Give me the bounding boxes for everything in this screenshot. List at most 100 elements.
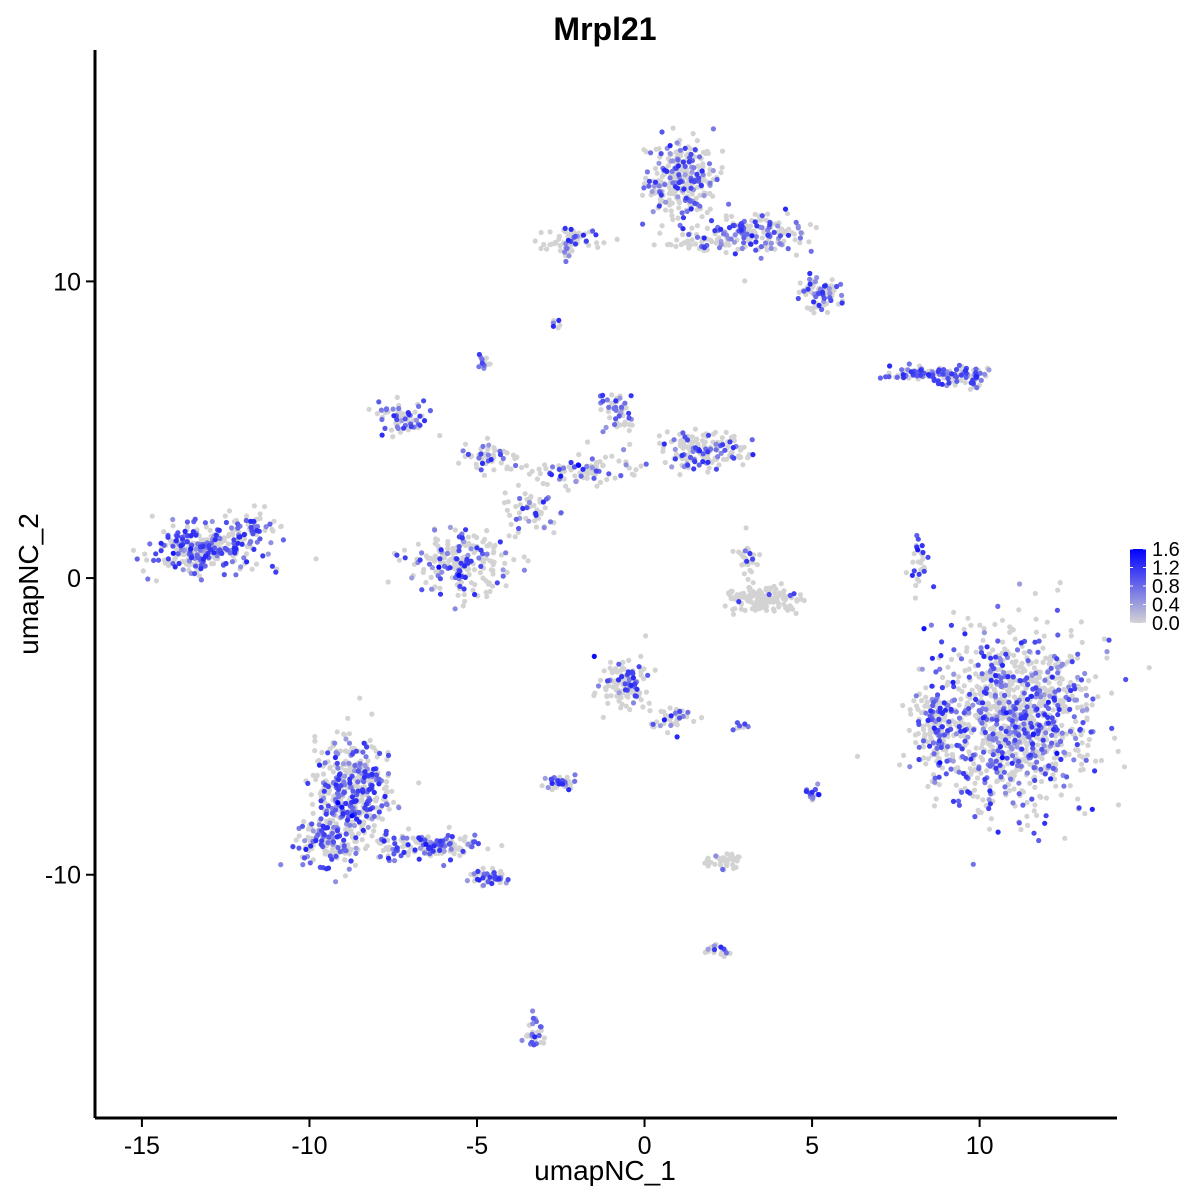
cell-point [778,581,784,587]
cell-point [735,246,741,252]
cell-point [585,439,591,445]
cell-point [819,306,825,313]
cell-point [235,521,241,527]
cell-point [696,462,702,468]
cell-point [1037,700,1043,706]
cell-point [607,665,613,671]
cell-point [1036,638,1042,644]
cell-point [1023,747,1029,753]
cell-point [971,727,977,733]
cell-point [271,518,277,524]
cell-point [993,679,999,685]
cell-point [1033,670,1039,676]
cell-point [1045,669,1051,675]
cell-point [953,709,959,715]
cell-point [593,232,599,238]
cell-point [170,523,176,529]
cell-point [293,837,299,843]
cell-point [711,943,718,949]
cell-point [625,669,632,675]
cell-point [310,828,316,834]
cell-point [394,394,400,400]
cell-point [659,223,665,229]
cell-point [962,379,968,386]
x-tick-label: 5 [805,1132,819,1160]
cell-point [953,731,960,737]
cell-point [1048,776,1054,782]
cell-point [697,192,703,198]
cell-point [731,857,737,863]
cell-point [1006,788,1013,794]
cell-point [485,846,491,852]
cell-point [466,571,472,578]
cell-point [550,464,556,470]
cell-point [471,567,478,573]
cell-point [938,653,944,659]
cell-point [622,681,628,687]
cell-point [1098,757,1104,764]
cell-point [993,765,999,771]
cell-point [1082,811,1088,817]
cell-point [1055,632,1061,638]
cell-point [198,577,204,583]
cell-point [355,775,361,781]
cell-point [1037,694,1044,700]
cell-point [956,652,962,658]
cell-point [915,547,921,553]
cell-point [564,245,570,251]
cell-point [419,550,425,556]
cell-point [999,617,1006,623]
cell-point [1083,685,1089,691]
cell-point [392,841,398,847]
cell-point [346,731,352,737]
cell-point [1038,794,1044,800]
cell-point [663,207,669,213]
cell-point [178,543,184,549]
cell-point [469,844,475,850]
cell-point [623,462,629,468]
cell-point [908,369,914,375]
color-legend-ticks: 1.61.20.80.40.0 [1130,539,1180,635]
legend-tick-label: 0.0 [1152,613,1180,635]
cell-point [1057,697,1063,703]
cell-point [280,537,286,543]
cell-point [313,556,319,562]
cell-point [1029,796,1035,802]
cell-point [1064,774,1070,780]
cell-point [614,682,620,688]
cell-point [427,408,433,414]
cell-point [465,841,471,847]
cell-point [367,806,373,812]
cell-point [908,711,914,717]
cell-point [1008,729,1014,736]
cell-point [980,637,986,643]
cell-point [718,170,724,176]
cell-point [1051,695,1057,701]
cell-point [1056,706,1062,713]
cell-point [1031,808,1037,814]
cell-point [938,744,944,751]
cell-point [394,552,400,558]
cell-point [452,563,458,569]
cell-point [1009,760,1015,766]
cell-point [384,789,390,795]
cell-point [671,437,677,443]
cell-point [490,865,496,872]
cell-point [492,873,498,880]
cell-point [987,784,993,790]
cell-point [1038,778,1045,785]
cell-point [1016,607,1022,613]
cell-point [382,425,388,431]
cell-point [692,459,698,465]
cell-point [943,771,949,777]
cell-point [612,475,618,481]
cell-point [951,609,957,616]
cell-point [1055,670,1061,676]
cell-point [710,177,717,183]
cell-point [230,532,236,538]
cell-point [1012,663,1018,669]
cell-point [603,687,609,693]
cell-point [959,746,965,752]
cell-point [736,453,742,459]
cell-point [998,725,1004,731]
